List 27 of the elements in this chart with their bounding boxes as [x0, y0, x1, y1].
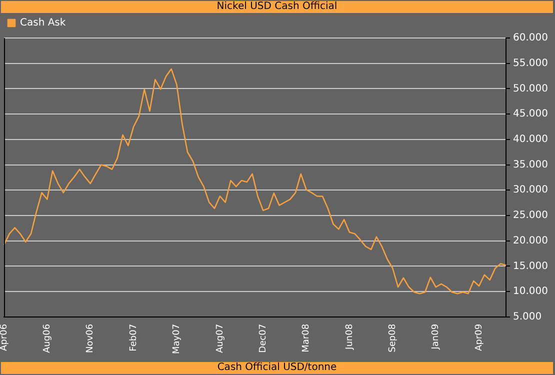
x-axis-title: Cash Official USD/tonne: [1, 362, 553, 374]
x-tick-label: May07: [172, 324, 182, 354]
x-tick-label: Aug06: [42, 324, 53, 353]
y-tick-label: 20.000: [513, 235, 548, 246]
legend-label: Cash Ask: [20, 18, 66, 29]
x-tick-label: Jan09: [431, 324, 442, 350]
x-tick-label: Dec07: [258, 324, 268, 353]
x-tick-label: Jun08: [344, 324, 355, 350]
x-tick-label: Apr09: [474, 324, 484, 351]
y-tick-label: 40.000: [513, 134, 548, 146]
y-tick-label: 30.000: [513, 184, 548, 196]
x-tick-label: Aug07: [215, 324, 226, 353]
y-tick-label: 55.000: [513, 58, 548, 69]
x-tick-label: Nov06: [86, 324, 96, 353]
y-tick-label: 45.000: [513, 108, 548, 120]
y-tick-label: 60.000: [513, 32, 548, 44]
y-tick-label: 15.000: [513, 260, 548, 272]
y-tick-label: 10.000: [513, 286, 548, 298]
x-tick-label: Apr06: [0, 324, 10, 351]
x-tick-label: Feb07: [128, 324, 139, 352]
y-tick-label: 25.000: [513, 210, 548, 222]
y-tick-label: 35.000: [513, 159, 548, 170]
x-tick-label: Sep08: [388, 324, 398, 352]
y-tick-label: 5.000: [513, 312, 542, 323]
x-tick-label: Mar08: [302, 324, 312, 352]
chart-title: Nickel USD Cash Official: [1, 1, 553, 13]
y-tick-label: 50.000: [513, 83, 548, 94]
